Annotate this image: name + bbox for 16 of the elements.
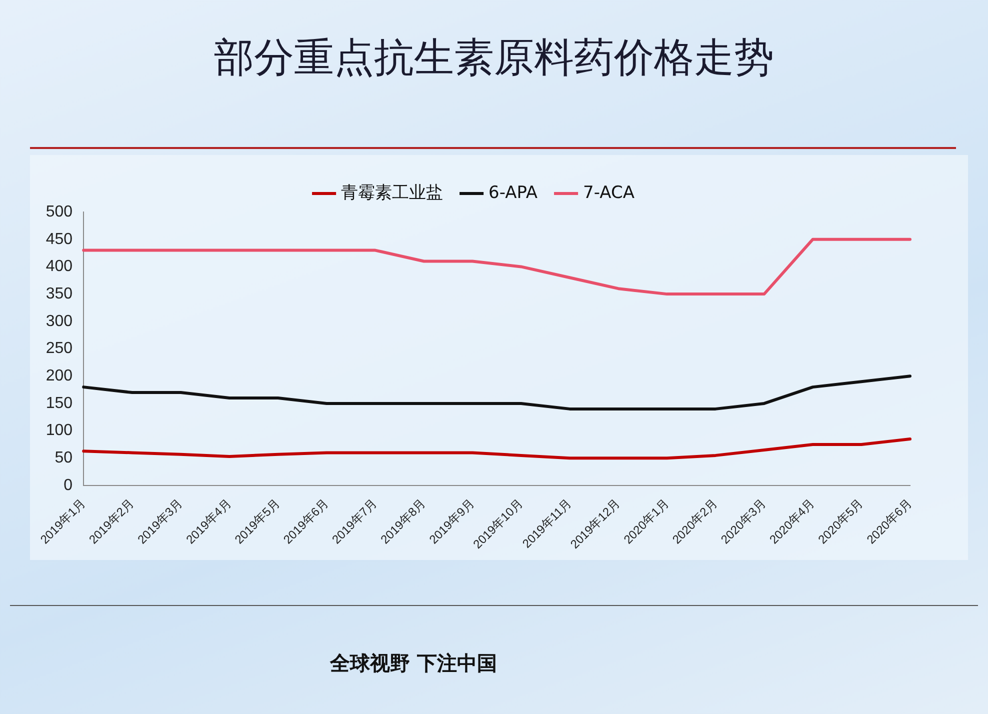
y-tick-label: 450 [46, 230, 73, 248]
text: 全球视野 下注中国 [330, 650, 497, 677]
y-tick-label: 0 [64, 476, 73, 494]
y-tick-label: 150 [46, 394, 73, 412]
y-tick-label: 50 [54, 450, 73, 467]
y-tick-label: 350 [46, 285, 73, 302]
y-tick-label: 250 [46, 340, 73, 358]
y-tick-label: 400 [46, 258, 73, 276]
y-tick-label: 500 [46, 203, 73, 220]
y-tick-label: 200 [46, 368, 73, 385]
legend-label: 7-ACA [583, 182, 635, 203]
y-tick-label: 100 [46, 422, 73, 440]
chart-title: 部分重点抗生素原料药价格走势 [213, 34, 775, 83]
y-tick-label: 300 [46, 312, 73, 330]
legend-label: 青霉素工业盐 [341, 182, 444, 203]
legend-label: 6-APA [488, 182, 538, 203]
